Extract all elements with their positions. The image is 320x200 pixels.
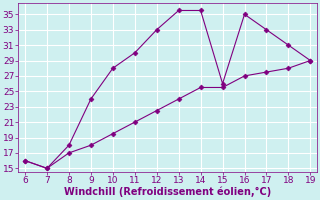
- X-axis label: Windchill (Refroidissement éolien,°C): Windchill (Refroidissement éolien,°C): [64, 187, 271, 197]
